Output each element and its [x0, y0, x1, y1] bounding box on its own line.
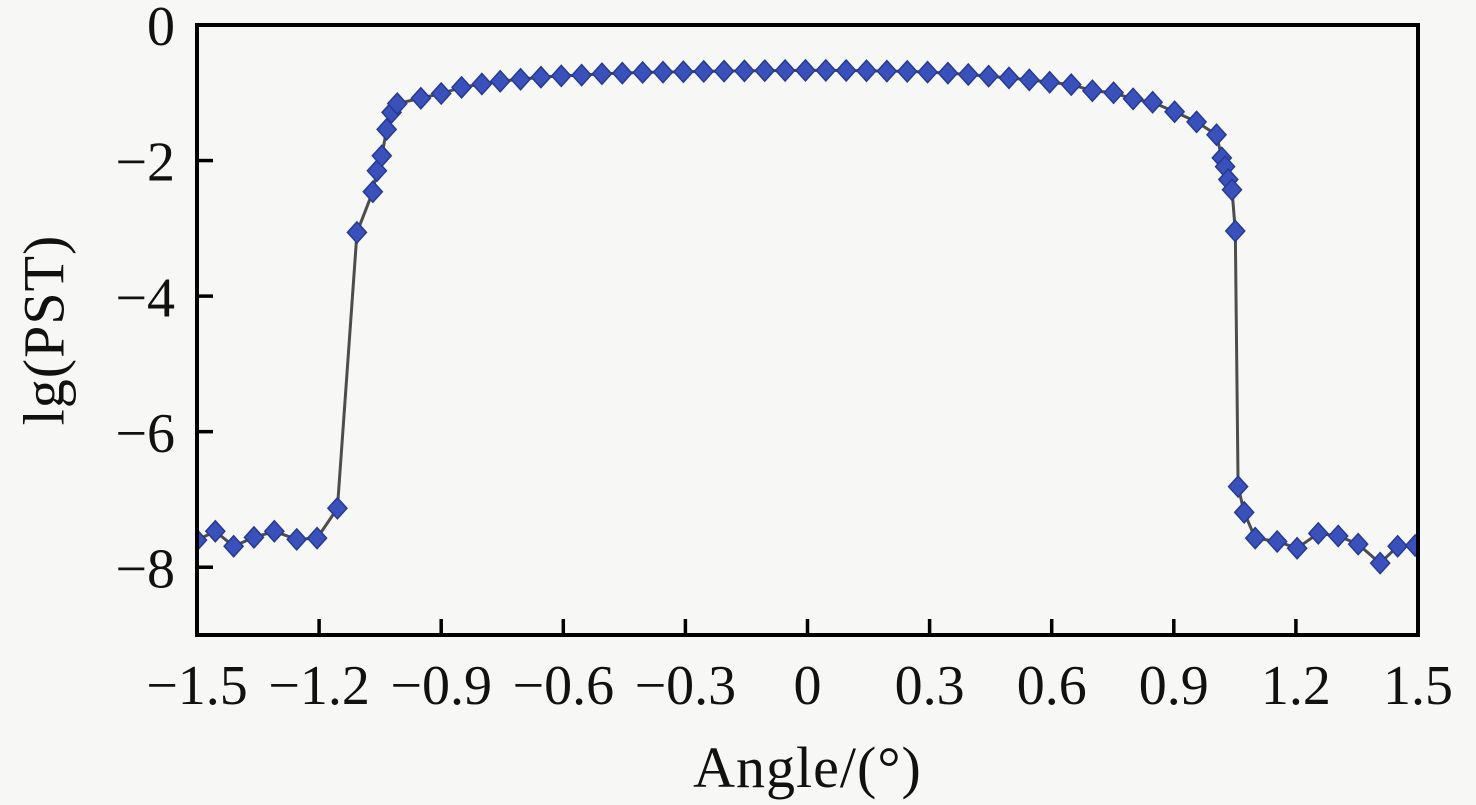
data-point-marker [223, 534, 245, 558]
x-tick-label: −0.6 [513, 655, 615, 717]
data-point-marker [1244, 526, 1266, 550]
x-tick-label: 0.6 [1017, 655, 1087, 717]
data-point-marker [1224, 219, 1246, 243]
data-point-marker [1186, 110, 1208, 134]
data-point-marker [1039, 70, 1061, 94]
x-tick-label: −0.9 [390, 655, 492, 717]
data-point-marker [204, 519, 226, 543]
data-point-marker [815, 58, 837, 83]
data-point-marker [591, 62, 613, 86]
data-point-marker [672, 60, 694, 84]
data-point-marker [1206, 123, 1228, 147]
y-tick-label: −8 [115, 538, 175, 600]
data-point-marker [713, 59, 735, 83]
data-point-marker [326, 496, 348, 520]
data-point-marker [371, 144, 393, 168]
data-point-marker [243, 525, 265, 550]
data-point-marker [733, 59, 755, 83]
data-point-marker [1369, 551, 1391, 575]
data-point-marker [1060, 73, 1082, 97]
data-point-marker [550, 64, 572, 88]
x-tick-label: 1.2 [1261, 655, 1331, 717]
data-series-group [197, 58, 1418, 575]
data-point-marker [306, 526, 328, 550]
data-point-marker [774, 58, 796, 83]
x-tick-label: −0.3 [635, 655, 737, 717]
data-point-marker [652, 60, 674, 84]
x-tick-label: 0.3 [895, 655, 965, 717]
x-tick-label: 0 [794, 655, 822, 717]
data-point-marker [362, 180, 384, 204]
data-point-marker [794, 58, 816, 83]
data-point-marker [376, 117, 398, 141]
data-point-marker [410, 86, 432, 110]
data-point-marker [197, 528, 208, 552]
data-point-marker [571, 63, 593, 87]
data-point-marker [957, 62, 979, 87]
data-point-marker [386, 92, 408, 116]
plot-frame [195, 23, 1420, 637]
x-axis-title: Angle/(°) [693, 735, 922, 800]
data-point-marker [530, 65, 552, 89]
y-axis-title: lg(PST) [11, 234, 77, 426]
data-point-marker [286, 527, 308, 552]
data-point-marker [1307, 521, 1329, 545]
data-point-marker [998, 66, 1020, 90]
data-point-marker [1227, 474, 1249, 499]
data-point-marker [471, 72, 493, 96]
data-point-marker [937, 61, 959, 85]
data-point-marker [1286, 536, 1308, 560]
data-point-marker [346, 220, 368, 245]
data-point-marker [917, 60, 939, 84]
y-tick-label: −6 [115, 403, 175, 465]
data-point-marker [978, 64, 1000, 88]
data-point-marker [754, 59, 776, 83]
data-point-marker [1122, 87, 1144, 111]
data-point-marker [611, 61, 633, 85]
x-tick-label: −1.5 [146, 655, 248, 717]
data-point-marker [489, 69, 511, 93]
data-point-marker [896, 59, 918, 84]
data-point-marker [1404, 533, 1418, 558]
data-point-marker [1164, 100, 1186, 124]
data-point-marker [366, 159, 388, 183]
data-point-marker [263, 519, 285, 543]
data-point-marker [835, 58, 857, 83]
data-point-marker [693, 59, 715, 84]
data-point-marker [632, 60, 654, 85]
data-point-marker [1221, 178, 1243, 202]
data-point-marker [1233, 500, 1255, 524]
data-point-marker [1266, 529, 1288, 554]
x-tick-label: 0.9 [1139, 655, 1209, 717]
y-tick-label: −2 [115, 132, 175, 194]
y-tick-label: 0 [147, 0, 175, 58]
data-point-marker [510, 67, 532, 91]
data-point-marker [1081, 79, 1103, 103]
data-point-marker [856, 59, 878, 83]
data-point-marker [1387, 534, 1409, 558]
data-point-marker [1142, 90, 1164, 114]
data-point-marker [1327, 524, 1349, 548]
x-tick-label: 1.5 [1383, 655, 1453, 717]
data-point-marker [451, 75, 473, 99]
data-point-marker [430, 81, 452, 106]
data-point-marker [1103, 81, 1125, 105]
x-tick-label: −1.2 [268, 655, 370, 717]
data-point-marker [1018, 68, 1040, 92]
data-point-marker [876, 59, 898, 83]
data-point-marker [1347, 532, 1369, 556]
y-tick-label: −4 [115, 267, 175, 329]
